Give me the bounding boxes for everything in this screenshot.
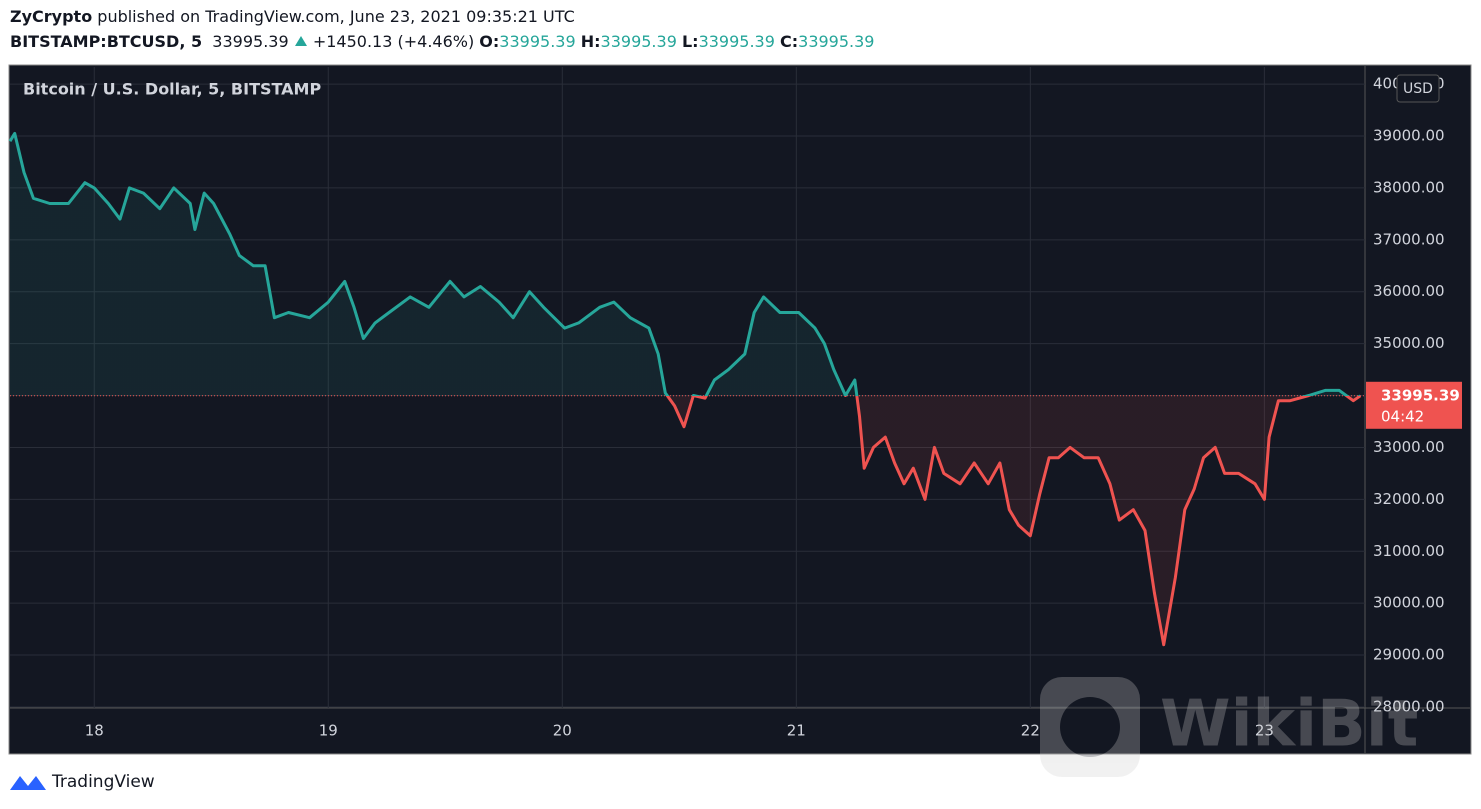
publisher: ZyCrypto [10, 7, 93, 26]
ohlc-label: O: [479, 32, 500, 51]
ohlc: O:33995.39 H:33995.39 L:33995.39 C:33995… [479, 32, 874, 51]
up-arrow [294, 36, 307, 46]
ohlc-label: H: [580, 32, 601, 51]
brand-logo [10, 776, 46, 790]
ohlc-label: L: [681, 32, 699, 51]
brand: TradingView [51, 772, 155, 792]
symbol: BITSTAMP:BTCUSD, 5 [10, 32, 203, 51]
ohlc-value: 33995.39 [499, 32, 576, 51]
watermark-text: WikiBit [1160, 688, 1418, 762]
ohlc-label: C: [780, 32, 799, 51]
watermark: WikiBit [1040, 677, 1418, 777]
last-price: 33995.39 [212, 32, 289, 51]
change: +1450.13 (+4.46%) [312, 32, 475, 51]
publish-line: ZyCrypto published on TradingView.com, J… [10, 7, 575, 26]
ohlc-value: 33995.39 [798, 32, 875, 51]
quote-line: BITSTAMP:BTCUSD, 5 33995.39 +1450.13 (+4… [10, 32, 874, 51]
ohlc-value: 33995.39 [698, 32, 775, 51]
ohlc-value: 33995.39 [600, 32, 677, 51]
published-info: published on TradingView.com, June 23, 2… [97, 7, 575, 26]
